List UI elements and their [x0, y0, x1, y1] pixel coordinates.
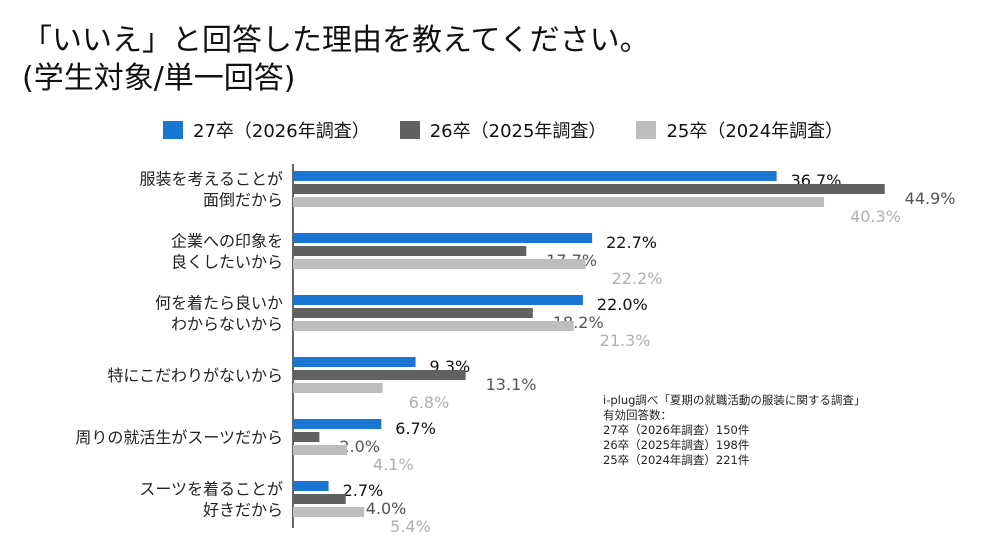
- data-label-2024: 5.4%: [390, 517, 431, 536]
- category-label: 周りの就活生がスーツだから: [75, 428, 283, 447]
- response-count-2026: 27卒（2026年調査）150件: [603, 423, 750, 437]
- category-label: 服装を考えることが: [139, 170, 283, 189]
- legend-swatch-2024: [636, 121, 657, 139]
- category-label: 何を着たら良いか: [155, 294, 283, 313]
- data-label-2025: 2.0%: [339, 437, 380, 456]
- bar-2025: [293, 370, 466, 380]
- legend-item-2025: 26卒（2025年調査）: [399, 117, 607, 143]
- bar-2024: [293, 321, 574, 331]
- bar-2024: [293, 507, 365, 517]
- category-label: わからないから: [171, 315, 283, 334]
- chart-title-line1: 「いいえ」と回答した理由を教えてください。: [22, 23, 650, 58]
- bar-2026: [293, 481, 329, 491]
- bar-2026: [293, 419, 382, 429]
- bar-2026: [293, 171, 777, 181]
- response-count-label: 有効回答数：: [603, 408, 672, 422]
- chart-title-line2: (学生対象/単一回答): [22, 61, 296, 96]
- data-label-2024: 22.2%: [612, 269, 663, 288]
- data-label-2026: 6.7%: [395, 419, 436, 438]
- bar-2024: [293, 259, 586, 269]
- category-label: 面倒だから: [203, 191, 283, 210]
- legend-swatch-2025: [399, 121, 420, 139]
- category-label: 企業への印象を: [171, 232, 283, 251]
- legend-item-2026: 27卒（2026年調査）: [163, 117, 370, 143]
- category-label: 良くしたいから: [171, 253, 283, 272]
- bar-2025: [293, 246, 527, 256]
- bar-2026: [293, 357, 416, 367]
- source-note: i-plug調べ「夏期の就職活動の服装に関する調査」 有効回答数： 27卒（20…: [603, 393, 865, 468]
- legend-item-2024: 25卒（2024年調査）: [636, 117, 843, 143]
- bar-2025: [293, 494, 346, 504]
- data-label-2025: 13.1%: [486, 375, 537, 394]
- legend-label-2025: 26卒（2025年調査）: [429, 121, 607, 142]
- data-label-2024: 6.8%: [409, 393, 450, 412]
- response-count-2024: 25卒（2024年調査）221件: [603, 453, 750, 467]
- legend-label-2024: 25卒（2024年調査）: [666, 121, 844, 142]
- legend: 27卒（2026年調査） 26卒（2025年調査） 25卒（2024年調査）: [163, 117, 843, 143]
- data-label-2026: 2.7%: [343, 481, 384, 500]
- data-label-2026: 22.0%: [597, 295, 648, 314]
- category-label: 特にこだわりがないから: [107, 366, 283, 385]
- data-label-2025: 44.9%: [905, 189, 956, 208]
- bar-2024: [293, 445, 348, 455]
- legend-label-2026: 27卒（2026年調査）: [193, 121, 370, 142]
- response-count-2025: 26卒（2025年調査）198件: [603, 438, 750, 452]
- legend-swatch-2026: [163, 121, 183, 139]
- bar-2025: [293, 432, 320, 442]
- bar-2026: [293, 233, 593, 243]
- data-label-2024: 40.3%: [850, 207, 901, 226]
- data-label-2024: 4.1%: [373, 455, 414, 474]
- data-label-2024: 21.3%: [600, 331, 651, 350]
- bar-2026: [293, 295, 583, 305]
- data-label-2025: 4.0%: [366, 499, 407, 518]
- category-label: スーツを着ることが: [139, 480, 283, 499]
- bar-2024: [293, 197, 825, 207]
- category-label: 好きだから: [203, 501, 283, 520]
- bar-2025: [293, 184, 885, 194]
- data-label-2026: 22.7%: [606, 233, 657, 252]
- bar-2024: [293, 383, 383, 393]
- source-text: i-plug調べ「夏期の就職活動の服装に関する調査」: [603, 393, 866, 407]
- bar-2025: [293, 308, 533, 318]
